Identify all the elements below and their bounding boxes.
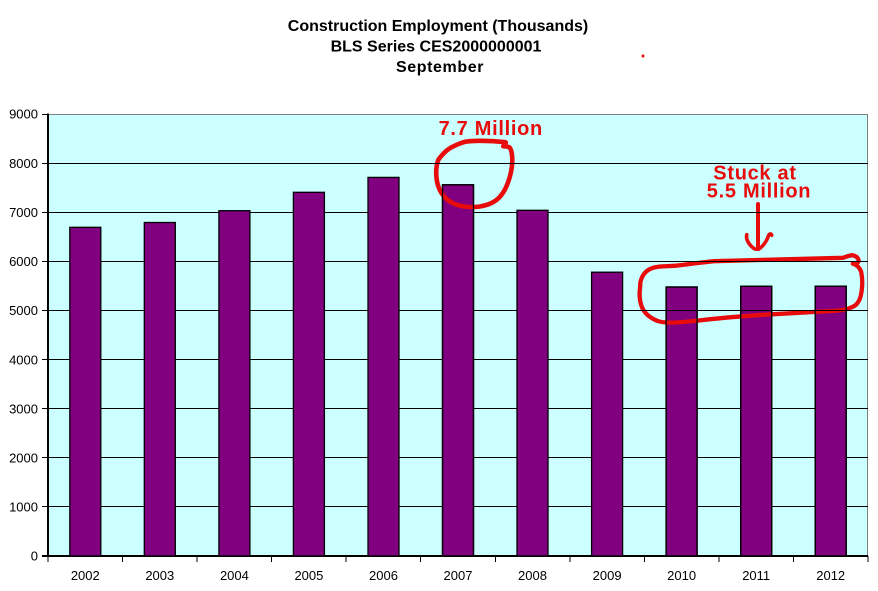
svg-text:2006: 2006 [369,568,398,583]
svg-text:2004: 2004 [220,568,249,583]
svg-text:7000: 7000 [9,205,38,220]
svg-text:September: September [396,59,484,76]
svg-text:2007: 2007 [444,568,473,583]
svg-text:4000: 4000 [9,352,38,367]
svg-text:6000: 6000 [9,254,38,269]
svg-text:Stuck at: Stuck at [713,163,796,185]
svg-text:5000: 5000 [9,303,38,318]
svg-text:5.5 Million: 5.5 Million [707,181,811,203]
svg-text:2003: 2003 [145,568,174,583]
svg-text:3000: 3000 [9,401,38,416]
svg-text:8000: 8000 [9,156,38,171]
svg-text:BLS Series CES2000000001: BLS Series CES2000000001 [331,39,542,56]
svg-text:1000: 1000 [9,500,38,515]
svg-text:2002: 2002 [71,568,100,583]
svg-text:2011: 2011 [742,568,770,583]
svg-text:0: 0 [31,549,38,564]
svg-text:9000: 9000 [9,107,38,122]
svg-text:2009: 2009 [593,568,622,583]
svg-text:2012: 2012 [816,568,845,583]
svg-text:2008: 2008 [518,568,547,583]
svg-text:2010: 2010 [667,568,696,583]
svg-text:Construction Employment (Thous: Construction Employment (Thousands) [288,18,588,35]
svg-text:2005: 2005 [294,568,323,583]
svg-text:7.7 Million: 7.7 Million [439,118,543,140]
svg-text:2000: 2000 [9,451,38,466]
